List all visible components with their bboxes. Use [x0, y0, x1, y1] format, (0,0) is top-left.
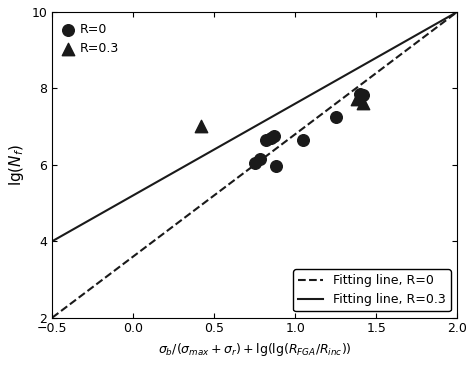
R=0: [356, 91, 364, 97]
R=0: [272, 163, 280, 169]
Y-axis label: $\lg(N_f)$: $\lg(N_f)$: [7, 144, 26, 186]
R=0: [251, 160, 258, 166]
R=0.3: [198, 123, 205, 129]
R=0: [256, 156, 264, 162]
Legend: Fitting line, R=0, Fitting line, R=0.3: Fitting line, R=0, Fitting line, R=0.3: [293, 269, 451, 311]
R=0: [300, 137, 307, 143]
R=0: [262, 137, 270, 143]
R=0: [270, 133, 278, 139]
R=0: [359, 92, 367, 98]
R=0.3: [353, 96, 361, 102]
R=0: [332, 114, 339, 120]
X-axis label: $\sigma_b/(\sigma_{max}+\sigma_r)+\lg(\lg(R_{FGA}/R_{inc}))$: $\sigma_b/(\sigma_{max}+\sigma_r)+\lg(\l…: [158, 341, 352, 358]
R=0: [267, 135, 274, 141]
R=0.3: [359, 100, 367, 106]
